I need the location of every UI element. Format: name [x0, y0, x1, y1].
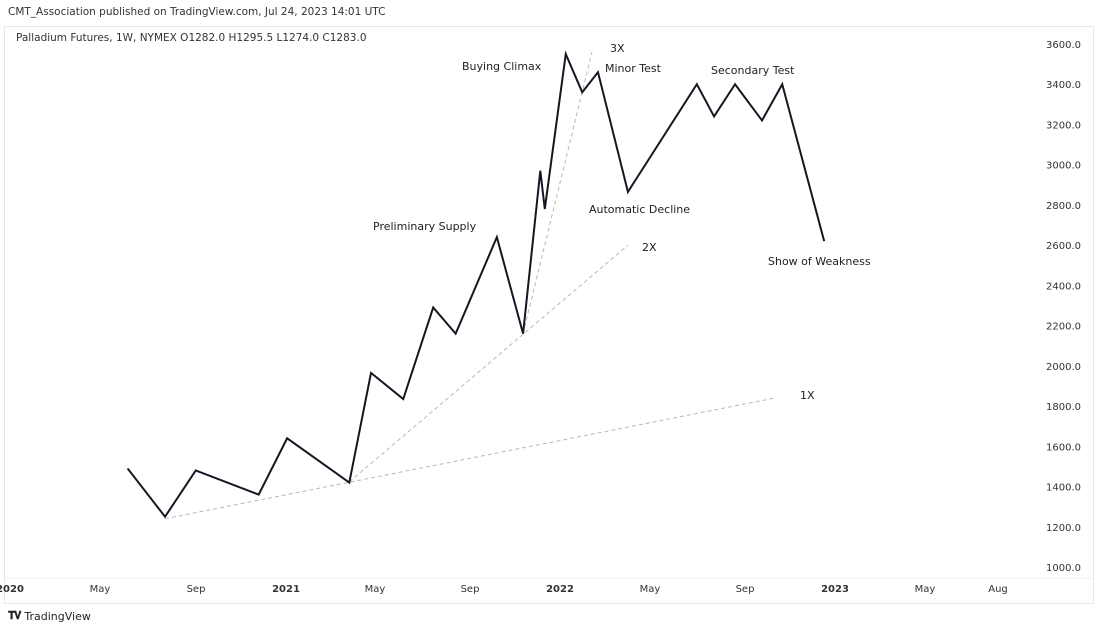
published-info: CMT_Association published on TradingView… [8, 6, 386, 18]
fan-label-1x: 1X [800, 389, 815, 402]
x-tick-label: Sep [736, 584, 755, 595]
annotation-secondary-test: Secondary Test [711, 64, 795, 77]
y-tick-label: 3000.0 [1046, 161, 1081, 172]
fan-label-2x: 2X [642, 241, 657, 254]
y-tick-label: 1800.0 [1046, 402, 1081, 413]
y-tick-label: 2200.0 [1046, 322, 1081, 333]
y-tick-label: 3200.0 [1046, 120, 1081, 131]
y-tick-label: 3600.0 [1046, 40, 1081, 51]
y-tick-label: 2000.0 [1046, 362, 1081, 373]
fan-line-2x [348, 244, 629, 483]
y-tick-label: 1000.0 [1046, 563, 1081, 574]
tradingview-logo-icon: 𝐓𝐕 [8, 609, 21, 622]
tradingview-logo[interactable]: 𝐓𝐕 TradingView [8, 609, 91, 623]
x-tick-label: 2021 [272, 584, 300, 595]
y-tick-label: 1400.0 [1046, 483, 1081, 494]
y-tick-label: 2400.0 [1046, 281, 1081, 292]
x-tick-label: May [90, 584, 111, 595]
x-tick-label: May [365, 584, 386, 595]
x-tick-label: 2023 [821, 584, 849, 595]
fan-label-3x: 3X [610, 42, 625, 55]
symbol-legend: Palladium Futures, 1W, NYMEX O1282.0 H12… [16, 32, 367, 44]
price-line [126, 50, 826, 519]
x-tick-label: May [915, 584, 936, 595]
y-tick-label: 3400.0 [1046, 80, 1081, 91]
x-tick-label: May [640, 584, 661, 595]
annotation-automatic-decline: Automatic Decline [589, 203, 691, 216]
fan-line-1x [164, 397, 775, 520]
x-tick-label: Aug [988, 584, 1008, 595]
x-tick-label: Sep [461, 584, 480, 595]
annotation-minor-test: Minor Test [605, 62, 661, 75]
annotation-show-of-weakness: Show of Weakness [768, 255, 871, 268]
y-tick-label: 1200.0 [1046, 523, 1081, 534]
x-tick-label: Sep [187, 584, 206, 595]
chart-frame [4, 26, 1094, 604]
y-tick-label: 2800.0 [1046, 201, 1081, 212]
y-tick-label: 1600.0 [1046, 442, 1081, 453]
x-tick-label: 2022 [546, 584, 574, 595]
brand-name: TradingView [24, 609, 91, 623]
y-tick-label: 2600.0 [1046, 241, 1081, 252]
annotation-buying-climax: Buying Climax [462, 60, 542, 73]
annotation-preliminary-supply: Preliminary Supply [373, 220, 477, 233]
x-tick-label: 2020 [0, 584, 24, 595]
fan-line-3x [522, 51, 593, 334]
